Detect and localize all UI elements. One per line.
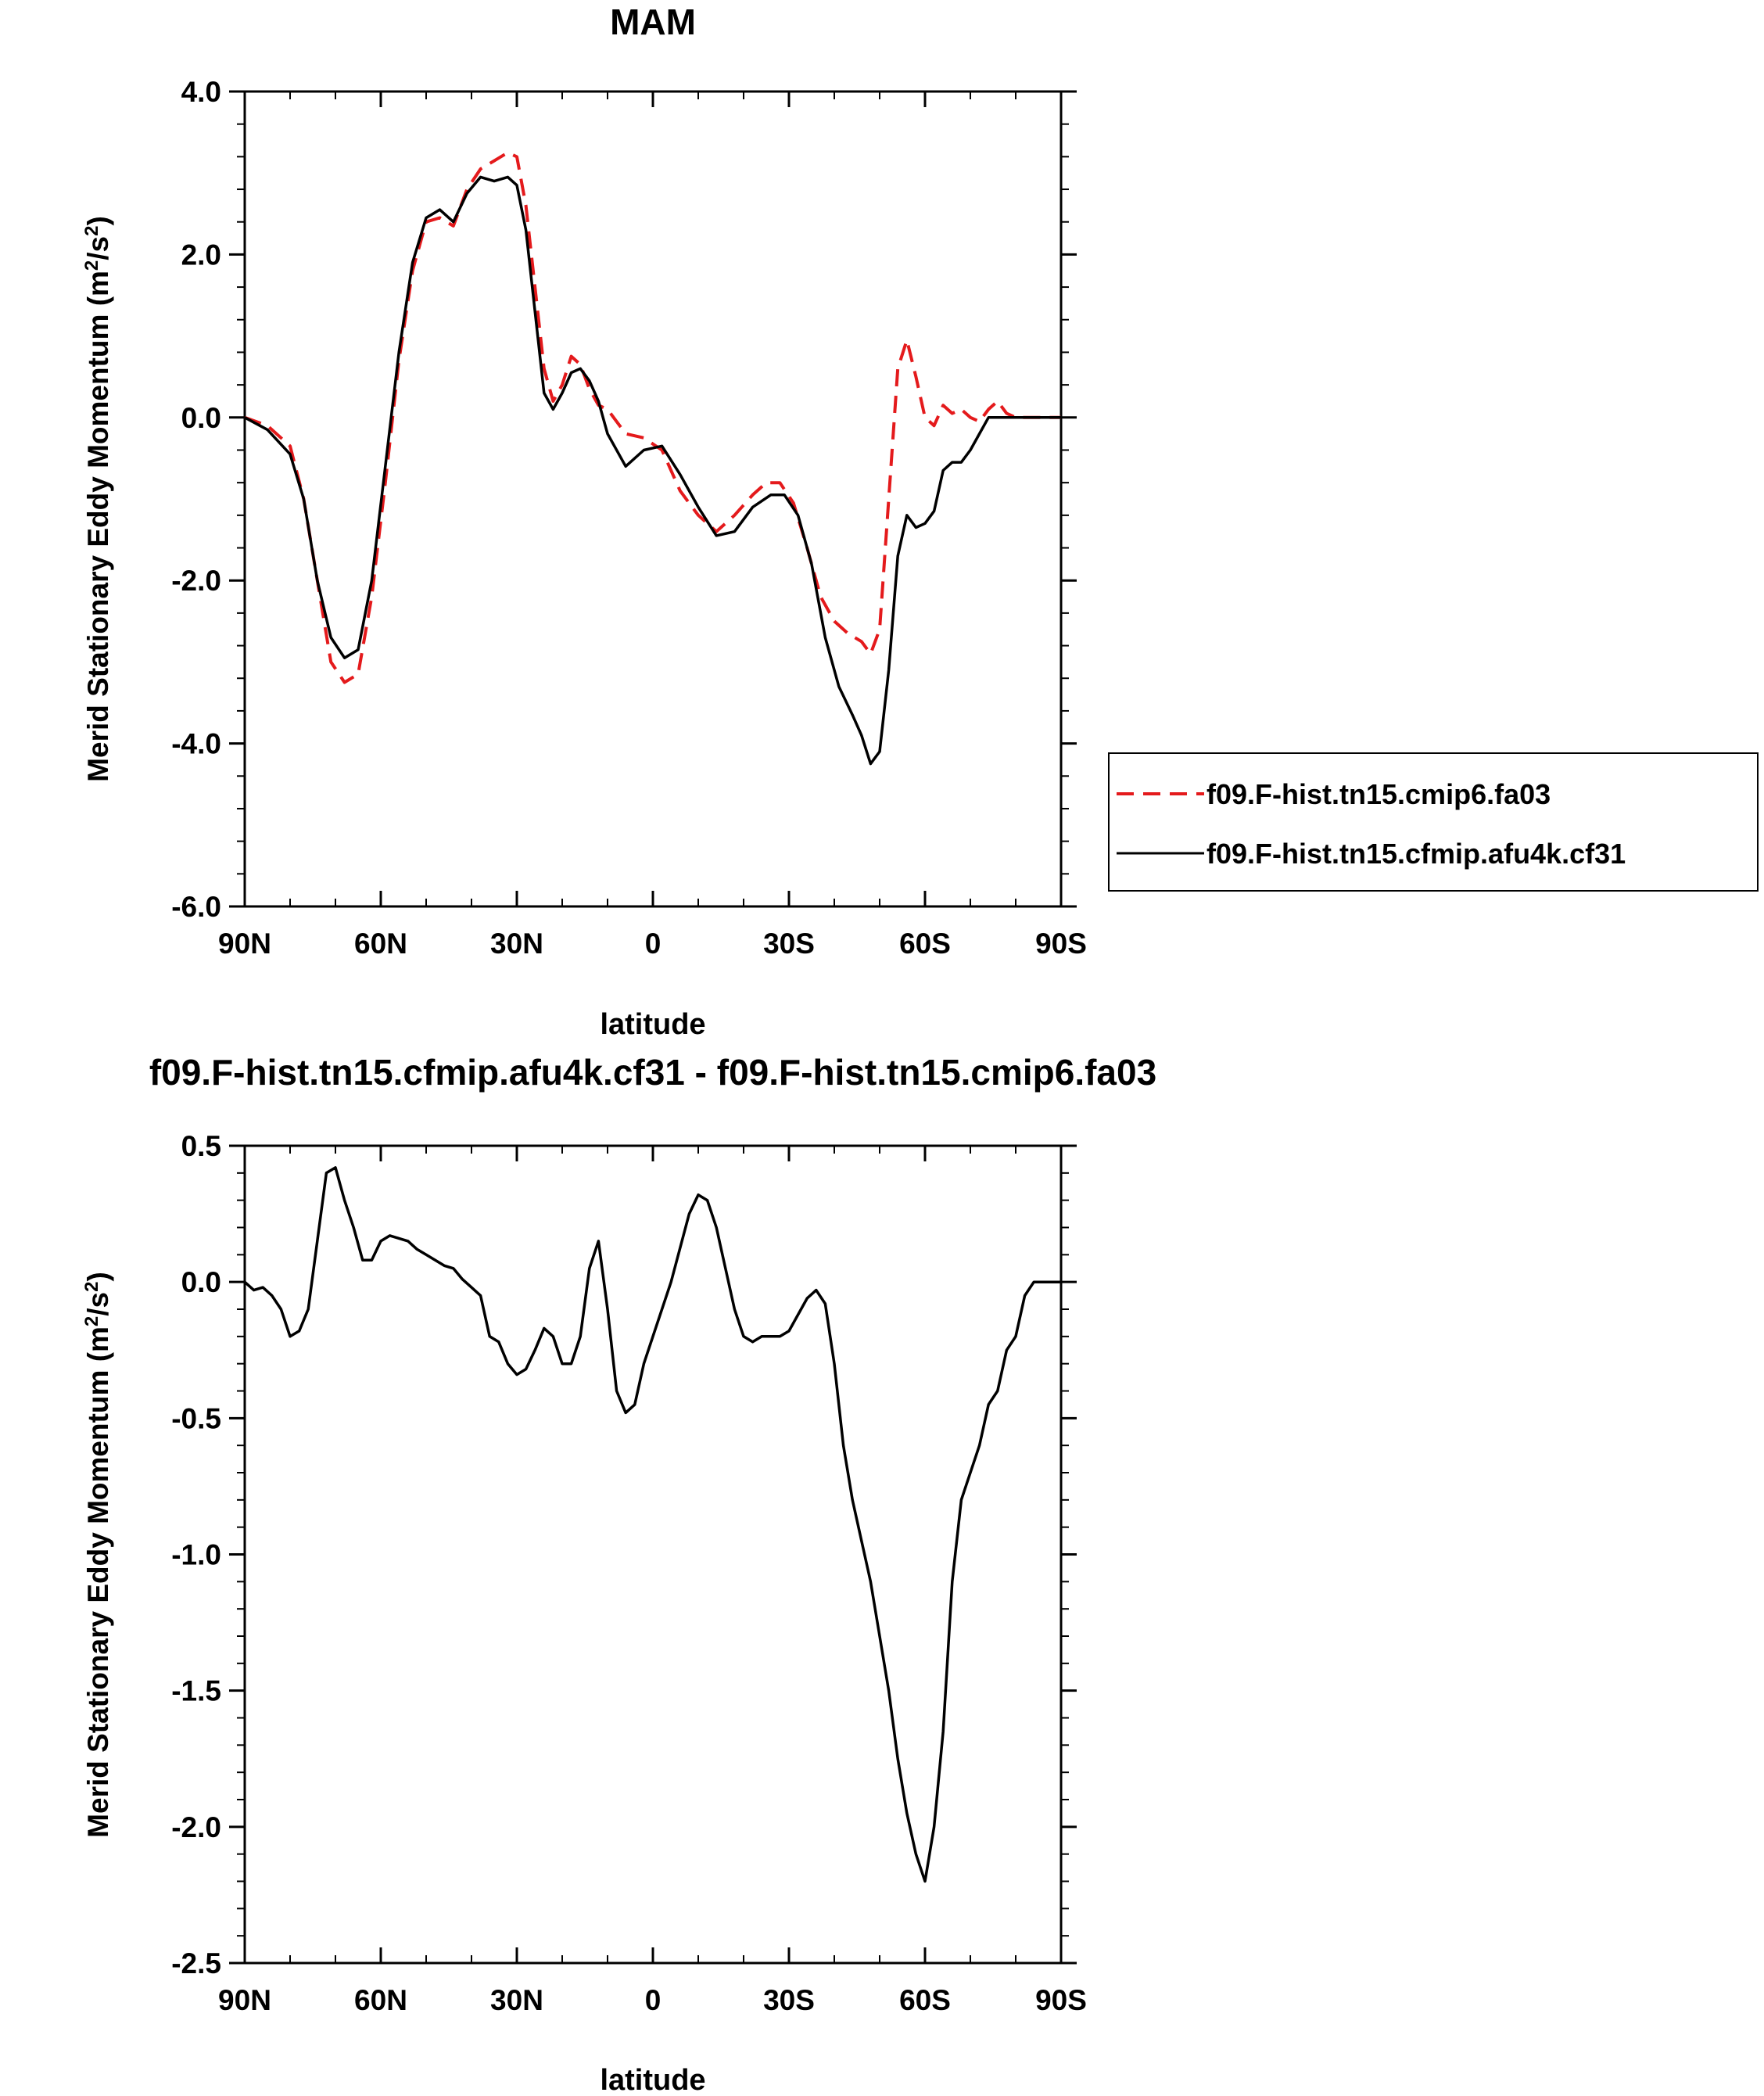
x-tick-labels: 90N 60N 30N 0 30S 60S 90S bbox=[218, 1984, 1087, 2016]
series-line-0 bbox=[243, 1166, 1061, 1883]
y-axis-label: Merid Stationary Eddy Momentum (m2/s2) bbox=[81, 216, 115, 782]
legend-label-cmip6: f09.F-hist.tn15.cmip6.fa03 bbox=[1206, 778, 1551, 810]
x-tick-label: 60S bbox=[899, 1984, 951, 2016]
chart-title: f09.F-hist.tn15.cfmip.afu4k.cf31 - f09.F… bbox=[149, 1052, 1156, 1093]
legend-box bbox=[1108, 752, 1759, 892]
tick-marks bbox=[229, 1144, 1077, 1965]
x-tick-label: 90N bbox=[218, 1984, 271, 2016]
x-tick-label: 30N bbox=[490, 928, 543, 960]
x-tick-label: 60N bbox=[354, 1984, 407, 2016]
x-tick-label: 90N bbox=[218, 928, 271, 960]
y-tick-label: 0.0 bbox=[181, 402, 221, 434]
x-axis-label: latitude bbox=[600, 2064, 705, 2096]
x-tick-label: 0 bbox=[645, 1984, 662, 2016]
y-tick-label: -6.0 bbox=[171, 891, 221, 923]
x-tick-labels: 90N 60N 30N 0 30S 60S 90S bbox=[218, 928, 1087, 960]
top-panel: MAM 90N 60N 30N 0 30S 60S 90S 4.0 2.0 0.0 -2.0 -4.… bbox=[81, 2, 1759, 1041]
x-tick-label: 30S bbox=[763, 1984, 815, 2016]
chart-title: MAM bbox=[610, 2, 696, 42]
y-tick-label: 0.5 bbox=[181, 1130, 221, 1162]
y-tick-label: -1.0 bbox=[171, 1539, 221, 1571]
y-tick-label: -2.0 bbox=[171, 1811, 221, 1843]
y-tick-label: 0.0 bbox=[181, 1266, 221, 1298]
y-tick-label: 4.0 bbox=[181, 76, 221, 108]
y-tick-label: -2.0 bbox=[171, 565, 221, 597]
x-tick-label: 30S bbox=[763, 928, 815, 960]
y-tick-label: -4.0 bbox=[171, 728, 221, 760]
x-axis-label: latitude bbox=[600, 1008, 705, 1041]
y-axis-label: Merid Stationary Eddy Momentum (m2/s2) bbox=[81, 1272, 115, 1838]
x-tick-label: 0 bbox=[645, 928, 662, 960]
y-tick-label: 2.0 bbox=[181, 239, 221, 271]
y-tick-label: -0.5 bbox=[171, 1402, 221, 1434]
y-tick-label: -1.5 bbox=[171, 1675, 221, 1707]
x-tick-label: 30N bbox=[490, 1984, 543, 2016]
x-tick-label: 60N bbox=[354, 928, 407, 960]
plot-frame bbox=[243, 90, 1063, 908]
y-tick-labels: 0.5 0.0 -0.5 -1.0 -1.5 -2.0 -2.5 bbox=[171, 1130, 221, 1979]
x-tick-label: 90S bbox=[1035, 1984, 1087, 2016]
series-lines bbox=[243, 1166, 1061, 1883]
plot-frame bbox=[243, 1144, 1063, 1965]
tick-marks bbox=[229, 90, 1077, 908]
x-tick-label: 60S bbox=[899, 928, 951, 960]
series-line-1 bbox=[244, 175, 1061, 766]
legend-label-afu4k: f09.F-hist.tn15.cfmip.afu4k.cf31 bbox=[1206, 838, 1626, 870]
bottom-panel: f09.F-hist.tn15.cfmip.afu4k.cf31 - f09.F… bbox=[81, 1052, 1157, 2096]
legend: f09.F-hist.tn15.cmip6.fa03 f09.F-hist.tn… bbox=[1108, 752, 1759, 892]
x-tick-label: 90S bbox=[1035, 928, 1087, 960]
y-tick-label: -2.5 bbox=[171, 1947, 221, 1979]
y-tick-labels: 4.0 2.0 0.0 -2.0 -4.0 -6.0 bbox=[171, 76, 221, 923]
series-lines bbox=[244, 151, 1061, 766]
